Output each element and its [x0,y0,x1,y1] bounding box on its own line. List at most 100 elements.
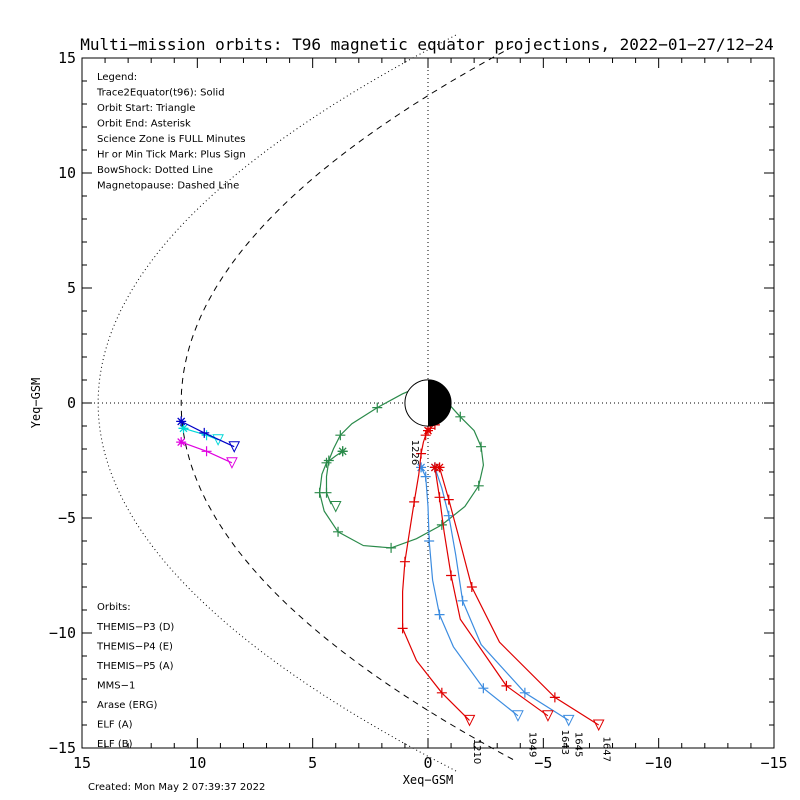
orbit-legend-entry: THEMIS−P4 (E) [96,642,173,653]
tick-mark [549,692,560,703]
legend-line: Orbit End: Asterisk [97,119,191,130]
tick-mark [199,427,210,438]
y-tick-label: −5 [58,509,76,527]
end-asterisk [337,446,348,457]
orbit-legend-entry: THEMIS−P5 (A) [96,661,174,672]
tick-mark [436,687,447,698]
tick-mark [416,448,427,459]
legend-line: BowShock: Dotted Line [97,165,213,176]
y-tick-label: 0 [67,394,76,412]
tick-mark [443,494,454,505]
earth-symbol [404,379,452,427]
tick-mark [501,680,512,691]
tick-mark [443,510,454,521]
tick-mark [476,441,487,452]
legend-line: Hr or Min Tick Mark: Plus Sign [97,150,246,161]
tick-mark [314,487,325,498]
legend-line: Magnetopause: Dashed Line [97,181,239,192]
tick-mark [321,457,332,468]
tick-mark [335,430,346,441]
earth-night-side [428,379,452,427]
tick-mark [434,492,445,503]
end-asterisk [434,462,445,473]
tick-mark [201,446,212,457]
footer-created: Created: Mon May 2 07:39:37 2022 [88,782,265,793]
series-line [420,467,519,717]
series-line [318,386,485,549]
tick-mark [399,556,410,567]
orbit-legend-entry: Arase (ERG) [97,700,158,711]
x-tick-label: 0 [423,754,432,772]
series-line [434,467,549,717]
tick-mark [409,496,420,507]
y-tick-label: 10 [58,164,76,182]
series-line [183,427,219,441]
tick-mark [323,455,334,466]
boundaries [97,34,514,772]
time-label: 1210 [471,739,482,764]
start-triangle [228,441,241,453]
time-label: 1647 [600,737,611,762]
time-label: 1226 [409,440,420,465]
tick-mark [434,609,445,620]
end-asterisk [416,462,427,473]
x-tick-label: −15 [760,754,787,772]
start-triangle [329,501,342,513]
y-tick-label: 15 [58,49,76,67]
orbit-legend-entry: THEMIS−P3 (D) [96,622,174,633]
x-tick-label: 5 [308,754,317,772]
legend-line: Legend: [97,72,137,83]
end-asterisk [176,437,187,448]
legend: Legend: Trace2Equator(t96): Solid Orbit St… [96,72,246,750]
orbit-legend-entry: MMS−1 [97,681,135,692]
time-label: 1643 [559,730,570,755]
tick-mark [466,582,477,592]
tick-mark [420,430,431,441]
orbit-legend-entry: ELF (A) [97,720,133,731]
y-tick-label: 5 [67,279,76,297]
tick-mark [457,595,468,606]
x-axis-label: Xeq−GSM [403,773,454,787]
tick-mark [473,480,484,491]
time-label: 1645 [573,732,584,757]
series-line [180,420,235,448]
x-tick-label: 15 [73,754,91,772]
start-triangle [463,714,476,727]
legend-line: Science Zone is FULL Minutes [97,134,246,145]
end-asterisk [178,423,189,434]
legend-line: Orbit Start: Triangle [97,103,195,114]
x-tick-label: −5 [534,754,552,772]
chart-title: Multi−mission orbits: T96 magnetic equat… [80,35,774,54]
magnetopause-line [180,46,514,760]
time-label: 1949 [526,732,537,757]
tick-mark [519,687,530,698]
tick-mark [455,411,466,422]
y-tick-label: −10 [49,624,76,642]
tick-mark [333,526,344,537]
end-asterisk [423,425,433,436]
tick-mark [446,570,457,581]
tick-mark [478,683,489,694]
orbit-legend-entry: ELF (B) [97,739,133,750]
start-triangle [562,714,575,727]
x-tick-label: −10 [645,754,672,772]
bow-shock-line [97,34,457,772]
start-triangle [592,719,605,732]
tick-mark [372,402,383,413]
x-tick-label: 10 [188,754,206,772]
start-triangle [512,710,524,722]
tick-mark [386,542,397,553]
y-tick-label: −15 [49,739,76,757]
series-line [434,467,570,721]
start-triangle [542,710,554,722]
y-axis-label: Yeq−GSM [29,378,43,429]
tick-mark [424,536,435,546]
start-triangle [226,457,238,469]
legend-line: Trace2Equator(t96): Solid [96,88,225,99]
tick-mark [397,623,408,634]
tick-mark [420,471,431,482]
orbit-series: 1210 1949 1643 1645 1647 1226 [176,381,611,764]
orbits-heading: Orbits: [97,602,131,613]
end-asterisk [176,416,187,427]
